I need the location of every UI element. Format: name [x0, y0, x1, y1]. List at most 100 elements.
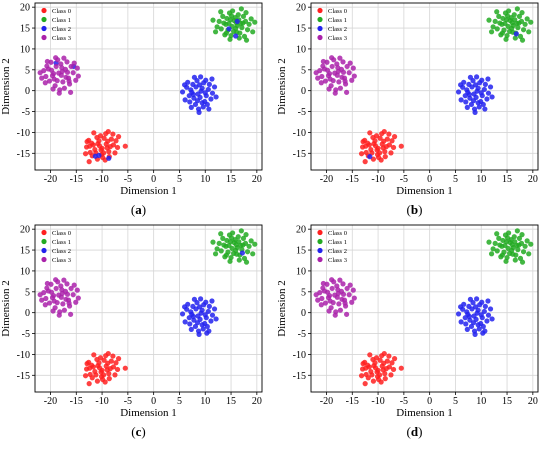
data-point — [196, 331, 202, 337]
data-point — [228, 235, 235, 241]
data-point — [373, 355, 380, 361]
y-tick-label: -15 — [17, 149, 30, 160]
y-tick-label: -5 — [22, 329, 30, 340]
data-point — [320, 58, 326, 65]
data-point — [326, 86, 332, 92]
data-point — [455, 89, 462, 95]
data-point — [39, 297, 45, 303]
x-tick-label: -5 — [400, 174, 408, 185]
y-tick-label: 15 — [296, 24, 306, 35]
data-point — [358, 151, 365, 157]
data-point — [389, 360, 395, 366]
data-point — [101, 135, 107, 141]
data-point — [187, 321, 193, 327]
data-point — [371, 141, 377, 147]
data-point — [505, 230, 512, 236]
data-point — [319, 73, 325, 80]
data-point — [205, 86, 211, 93]
data-point — [97, 133, 104, 139]
data-point — [469, 306, 475, 312]
data-point — [505, 8, 512, 14]
data-point — [384, 136, 390, 142]
data-point — [214, 246, 220, 252]
data-point — [37, 292, 43, 298]
data-point — [378, 157, 384, 163]
data-point — [499, 252, 505, 258]
data-point — [342, 78, 348, 84]
data-point — [480, 101, 486, 108]
data-point — [43, 73, 49, 80]
legend-label: Class 1 — [328, 17, 347, 24]
data-point — [37, 70, 43, 76]
data-point — [360, 361, 366, 367]
data-point — [234, 251, 240, 257]
data-point — [490, 24, 496, 30]
data-point — [494, 248, 500, 254]
data-point — [500, 15, 506, 22]
legend: Class 0 Class 1 Class 2 Class 3 — [317, 7, 347, 42]
data-point — [347, 282, 353, 288]
data-point — [514, 6, 520, 12]
data-point — [91, 352, 97, 358]
data-point — [50, 70, 57, 77]
y-tick-label: 20 — [20, 3, 30, 14]
data-point — [337, 55, 343, 61]
data-point — [244, 249, 251, 255]
data-point — [384, 358, 390, 364]
chart-panel-1: -20 -15 -10 -5 0 5 10 15 20 -15 -10 -5 0 5 10 15 20 Class… — [0, 2, 263, 217]
y-tick-label: 15 — [20, 246, 30, 257]
data-point — [244, 27, 251, 33]
data-point — [64, 59, 70, 65]
y-tick-label: 10 — [296, 266, 306, 277]
legend-marker — [41, 229, 47, 236]
data-point — [524, 16, 530, 22]
data-point — [489, 94, 495, 100]
data-point — [213, 94, 219, 100]
data-point — [339, 74, 345, 80]
data-point — [367, 352, 373, 358]
data-point — [246, 21, 252, 27]
data-point — [526, 29, 532, 35]
data-point — [320, 285, 326, 291]
x-tick-label: -10 — [371, 396, 384, 407]
y-tick-label: 10 — [20, 44, 30, 55]
data-point — [340, 291, 347, 297]
data-point — [475, 322, 481, 328]
panel-label: (c) — [131, 424, 145, 439]
data-point — [209, 312, 216, 318]
data-point — [115, 356, 122, 362]
data-point — [87, 143, 93, 149]
data-point — [486, 17, 492, 23]
data-point — [54, 300, 60, 306]
data-point — [474, 310, 480, 316]
data-point — [50, 292, 57, 299]
data-point — [332, 312, 338, 318]
x-tick-label: 10 — [476, 174, 486, 185]
data-point — [370, 378, 377, 384]
data-point — [213, 316, 219, 322]
data-point — [350, 287, 356, 293]
data-point — [110, 353, 116, 359]
data-point — [46, 78, 53, 84]
y-tick-label: 0 — [301, 86, 306, 97]
data-point — [202, 90, 208, 96]
y-tick-label: 15 — [20, 24, 30, 35]
data-point — [371, 363, 377, 369]
panel-label: (b) — [407, 202, 423, 217]
data-point — [494, 231, 500, 237]
data-point — [476, 326, 482, 332]
data-point — [198, 310, 204, 316]
y-tick-label: 0 — [301, 308, 306, 319]
data-point — [519, 37, 526, 43]
data-point — [489, 316, 495, 322]
y-tick-label: 5 — [25, 287, 30, 298]
data-point — [391, 134, 398, 140]
legend-marker — [41, 7, 47, 14]
series-class-0 — [82, 128, 128, 165]
y-tick-label: -15 — [17, 371, 30, 382]
data-point — [209, 76, 215, 82]
series-class-2 — [53, 18, 240, 161]
data-point — [190, 313, 196, 320]
legend-marker — [317, 238, 323, 245]
